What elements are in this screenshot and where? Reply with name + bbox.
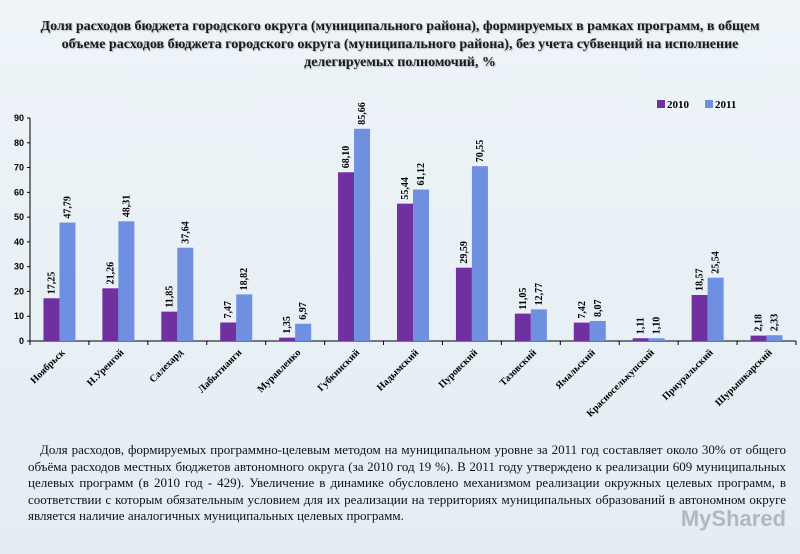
bar-2011 <box>59 222 76 341</box>
category-label: Шурышкарский <box>713 347 774 408</box>
bar-2011 <box>354 128 371 341</box>
bar-2011 <box>413 189 429 341</box>
category-label: Н.Уренгой <box>85 347 127 389</box>
category-label: Губкинский <box>316 347 363 394</box>
bar-2011 <box>118 221 135 341</box>
bar-2011 <box>766 335 783 341</box>
data-label: 68,10 <box>341 146 352 169</box>
data-label: 37,64 <box>180 221 191 244</box>
data-label: 18,57 <box>695 268 706 291</box>
category-label: Ямальский <box>554 347 598 391</box>
bar-2011 <box>648 338 665 341</box>
y-tick-label: 40 <box>14 237 24 247</box>
y-tick-label: 80 <box>14 138 24 148</box>
y-tick-label: 20 <box>14 286 24 296</box>
data-label: 48,31 <box>121 195 132 218</box>
bar-2010 <box>632 338 649 341</box>
bar-2011 <box>589 321 606 341</box>
data-label: 11,05 <box>518 288 529 310</box>
bar-2010 <box>455 267 472 341</box>
data-label: 8,07 <box>593 300 604 318</box>
bar-2011 <box>471 166 488 341</box>
category-label: Пуровский <box>437 347 481 391</box>
data-label: 11,85 <box>164 286 175 308</box>
y-tick-label: 50 <box>14 212 24 222</box>
bar-2010 <box>161 311 178 341</box>
data-label: 12,77 <box>534 283 545 306</box>
legend-swatch-2010 <box>657 100 665 108</box>
bar-2010 <box>279 337 296 341</box>
bar-2010 <box>750 335 767 341</box>
data-label: 7,47 <box>223 301 234 319</box>
y-tick-label: 30 <box>14 262 24 272</box>
data-label: 1,10 <box>652 317 663 335</box>
data-label: 85,66 <box>357 102 368 125</box>
category-label: Тазовский <box>498 347 539 388</box>
bar-2010 <box>43 298 60 341</box>
data-label: 25,54 <box>711 251 722 274</box>
category-label: Лабытнанги <box>196 347 244 395</box>
data-label: 2,33 <box>770 314 781 332</box>
y-tick-label: 70 <box>14 163 24 173</box>
bar-2010 <box>691 294 708 341</box>
y-tick-label: 60 <box>14 187 24 197</box>
bar-2010 <box>102 288 119 341</box>
bar-2011 <box>295 323 312 341</box>
bar-2011 <box>236 294 253 341</box>
category-label: Салехард <box>148 347 186 385</box>
category-label: Красноселькупский <box>585 347 657 419</box>
y-tick-label: 0 <box>19 336 24 346</box>
bar-2010 <box>573 322 590 341</box>
watermark: MyShared <box>680 506 786 531</box>
bar-2011 <box>707 277 724 341</box>
bar-2010 <box>397 203 413 341</box>
data-label: 2,18 <box>754 314 765 332</box>
bar-2010 <box>514 313 531 341</box>
data-label: 6,97 <box>298 302 309 320</box>
bar-2010 <box>338 172 355 341</box>
chart-title: Доля расходов бюджета городского округа … <box>40 19 760 70</box>
description-paragraph: Доля расходов, формируемых программно-це… <box>28 442 786 523</box>
y-tick-label: 90 <box>14 113 24 123</box>
data-label: 18,82 <box>239 268 250 291</box>
data-label: 7,42 <box>577 301 588 319</box>
category-label: Надымский <box>375 347 421 393</box>
data-label: 1,35 <box>282 316 293 334</box>
legend-swatch-2011 <box>705 100 713 108</box>
category-label: Ноябрьск <box>29 347 68 386</box>
data-label: 1,11 <box>636 317 647 334</box>
y-tick-label: 10 <box>14 311 24 321</box>
data-label: 61,12 <box>416 163 427 186</box>
bar-2010 <box>220 322 237 341</box>
category-label: Муравленко <box>255 347 303 395</box>
data-label: 17,25 <box>46 272 57 295</box>
legend-label-2011: 2011 <box>715 99 736 111</box>
bar-2011 <box>177 247 194 341</box>
data-label: 21,26 <box>105 262 116 285</box>
data-label: 29,59 <box>459 241 470 264</box>
data-label: 70,55 <box>475 140 486 163</box>
data-label: 55,44 <box>400 177 411 200</box>
bar-chart: 0 10 20 30 40 50 60 70 80 90 17,25 47,79 Ноябрьск 21,… <box>14 99 797 419</box>
bar-2011 <box>530 309 547 341</box>
legend-label-2010: 2010 <box>667 99 690 111</box>
category-label: Приуральский <box>660 347 716 403</box>
data-label: 47,79 <box>62 196 73 219</box>
